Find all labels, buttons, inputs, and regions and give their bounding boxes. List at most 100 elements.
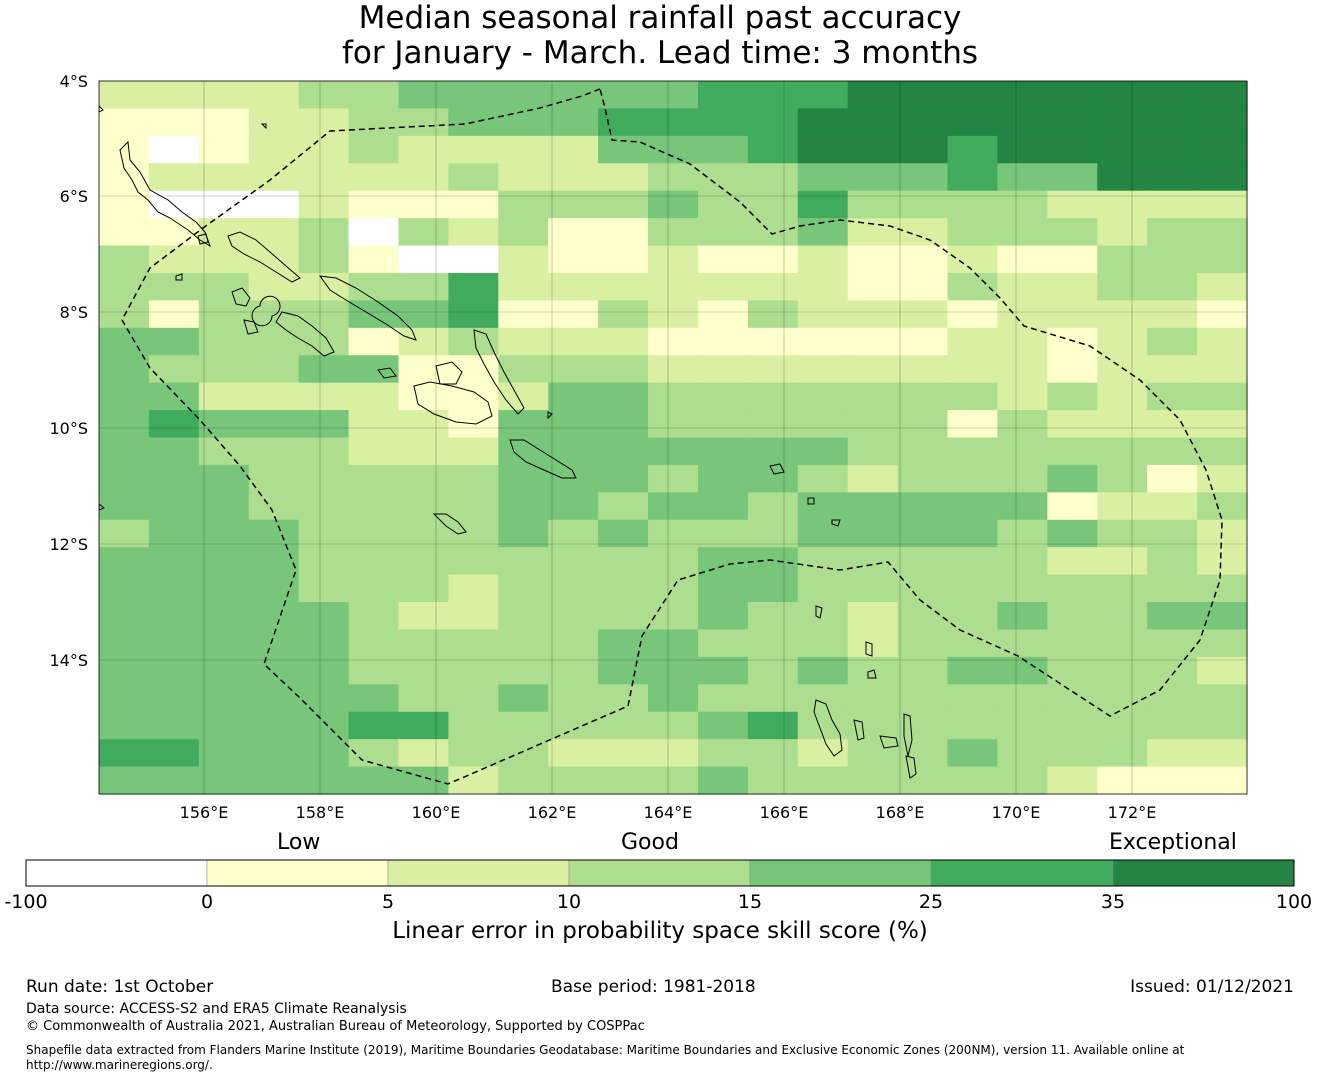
grid-cell	[548, 766, 599, 795]
grid-cell	[697, 218, 749, 247]
grid-cell	[1047, 711, 1098, 740]
grid-cell	[697, 437, 749, 466]
grid-cell	[198, 163, 250, 192]
grid-cell	[348, 684, 400, 713]
grid-cell	[1047, 684, 1098, 713]
grid-cell	[498, 108, 549, 137]
grid-cell	[398, 245, 449, 274]
grid-cell	[248, 272, 300, 301]
grid-cell	[548, 629, 599, 658]
grid-cell	[1097, 135, 1148, 164]
grid-cell	[797, 300, 849, 329]
grid-cell	[847, 437, 899, 466]
grid-cell	[598, 519, 649, 548]
grid-cell	[498, 602, 549, 631]
grid-cell	[947, 108, 999, 137]
colorbar-tick: -100	[4, 891, 47, 913]
grid-cell	[348, 574, 400, 603]
grid-cell	[99, 410, 150, 439]
grid-cell	[1197, 300, 1248, 329]
grid-cell	[1147, 190, 1198, 219]
grid-cell	[1147, 574, 1198, 603]
grid-cell	[448, 135, 499, 164]
grid-cell	[548, 711, 599, 740]
grid-cell	[648, 602, 699, 631]
grid-cell	[997, 218, 1048, 247]
grid-cell	[697, 135, 749, 164]
grid-cell	[947, 410, 999, 439]
grid-cell	[1147, 602, 1198, 631]
grid-cell	[997, 190, 1048, 219]
grid-cell	[1097, 108, 1148, 137]
grid-cell	[947, 574, 999, 603]
grid-cell	[548, 245, 599, 274]
grid-cell	[997, 108, 1048, 137]
grid-cell	[797, 547, 849, 576]
grid-cell	[1047, 766, 1098, 795]
grid-cell	[348, 382, 400, 411]
grid-cell	[1097, 218, 1148, 247]
grid-cell	[298, 81, 350, 110]
grid-cell	[498, 245, 549, 274]
grid-cell	[498, 629, 549, 658]
grid-cell	[248, 382, 300, 411]
grid-cell	[747, 382, 799, 411]
grid-cell	[1047, 437, 1098, 466]
grid-cell	[548, 135, 599, 164]
grid-cell	[148, 135, 200, 164]
grid-cell	[198, 108, 250, 137]
grid-cell	[648, 629, 699, 658]
grid-cell	[947, 81, 999, 110]
grid-cell	[947, 382, 999, 411]
grid-cell	[1197, 629, 1248, 658]
grid-cell	[348, 711, 400, 740]
grid-cell	[897, 410, 949, 439]
grid-cell	[99, 656, 150, 685]
grid-cell	[248, 684, 300, 713]
grid-cell	[1197, 218, 1248, 247]
grid-cell	[1047, 190, 1098, 219]
grid-cell	[947, 547, 999, 576]
grid-cell	[198, 602, 250, 631]
grid-cell	[99, 327, 150, 356]
grid-cell	[1147, 766, 1198, 795]
grid-cell	[198, 190, 250, 219]
grid-cell	[348, 135, 400, 164]
grid-cell	[498, 272, 549, 301]
grid-cell	[398, 81, 449, 110]
grid-cell	[847, 602, 899, 631]
grid-cell	[148, 327, 200, 356]
grid-cell	[448, 629, 499, 658]
grid-cell	[1147, 218, 1198, 247]
grid-cell	[398, 437, 449, 466]
grid-cell	[1147, 81, 1198, 110]
grid-cell	[648, 656, 699, 685]
map-frame	[98, 80, 1248, 795]
grid-cell	[847, 135, 899, 164]
grid-cell	[747, 519, 799, 548]
grid-cell	[398, 327, 449, 356]
grid-cell	[548, 492, 599, 521]
colorbar-segment	[930, 859, 1114, 887]
grid-cell	[548, 355, 599, 384]
colorbar-segment	[568, 859, 751, 887]
grid-cell	[348, 218, 400, 247]
colorbar-segment	[387, 859, 570, 887]
grid-cell	[1047, 656, 1098, 685]
grid-cell	[198, 656, 250, 685]
skill-score-grid	[99, 81, 1248, 795]
grid-cell	[148, 272, 200, 301]
grid-cell	[1197, 492, 1248, 521]
grid-cell	[148, 547, 200, 576]
lat-label: 6°S	[60, 187, 88, 206]
grid-cell	[398, 684, 449, 713]
grid-cell	[398, 355, 449, 384]
grid-cell	[148, 602, 200, 631]
grid-cell	[198, 547, 250, 576]
grid-cell	[1197, 656, 1248, 685]
grid-cell	[648, 327, 699, 356]
lon-label: 160°E	[412, 803, 461, 822]
grid-cell	[797, 135, 849, 164]
grid-cell	[1147, 519, 1198, 548]
grid-cell	[1147, 492, 1198, 521]
